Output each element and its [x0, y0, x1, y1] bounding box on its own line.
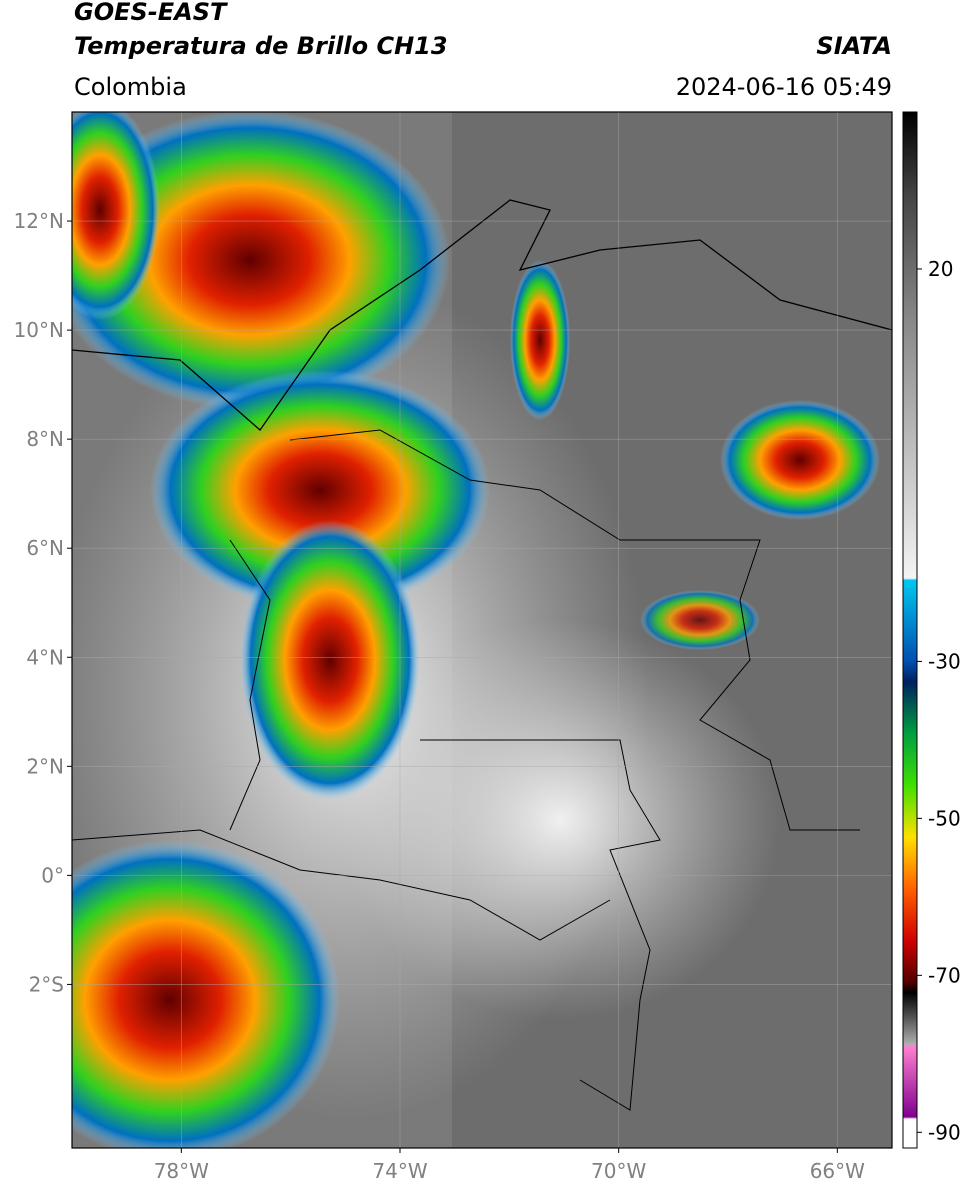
- colorbar-label: -30: [928, 649, 961, 673]
- subtitle: Temperatura de Brillo CH13: [74, 32, 448, 60]
- title: GOES-EAST: [74, 0, 228, 26]
- timestamp: 2024-06-16 05:49: [676, 73, 892, 101]
- colorbar: [902, 111, 918, 1149]
- lon-label: 78°W: [154, 1159, 209, 1183]
- graticule: [72, 112, 892, 1148]
- colorbar-label: 20: [928, 257, 953, 281]
- lon-label: 70°W: [591, 1159, 646, 1183]
- colorbar-label: -50: [928, 806, 961, 830]
- lat-label: 12°N: [14, 209, 64, 233]
- lon-label: 66°W: [810, 1159, 865, 1183]
- imagery: [72, 112, 892, 1148]
- colorbar-label: -70: [928, 963, 961, 987]
- lat-label: 4°N: [26, 645, 64, 669]
- lon-label: 74°W: [372, 1159, 427, 1183]
- lat-label: 0°: [41, 863, 64, 887]
- map-frame: [71, 111, 893, 1149]
- lat-label: 2°N: [26, 754, 64, 778]
- colorbar-label: -90: [928, 1120, 961, 1144]
- region: Colombia: [74, 73, 187, 101]
- lat-label: 2°S: [29, 972, 64, 996]
- lat-label: 10°N: [14, 318, 64, 342]
- lat-label: 8°N: [26, 427, 64, 451]
- source: SIATA: [816, 32, 892, 60]
- lat-label: 6°N: [26, 536, 64, 560]
